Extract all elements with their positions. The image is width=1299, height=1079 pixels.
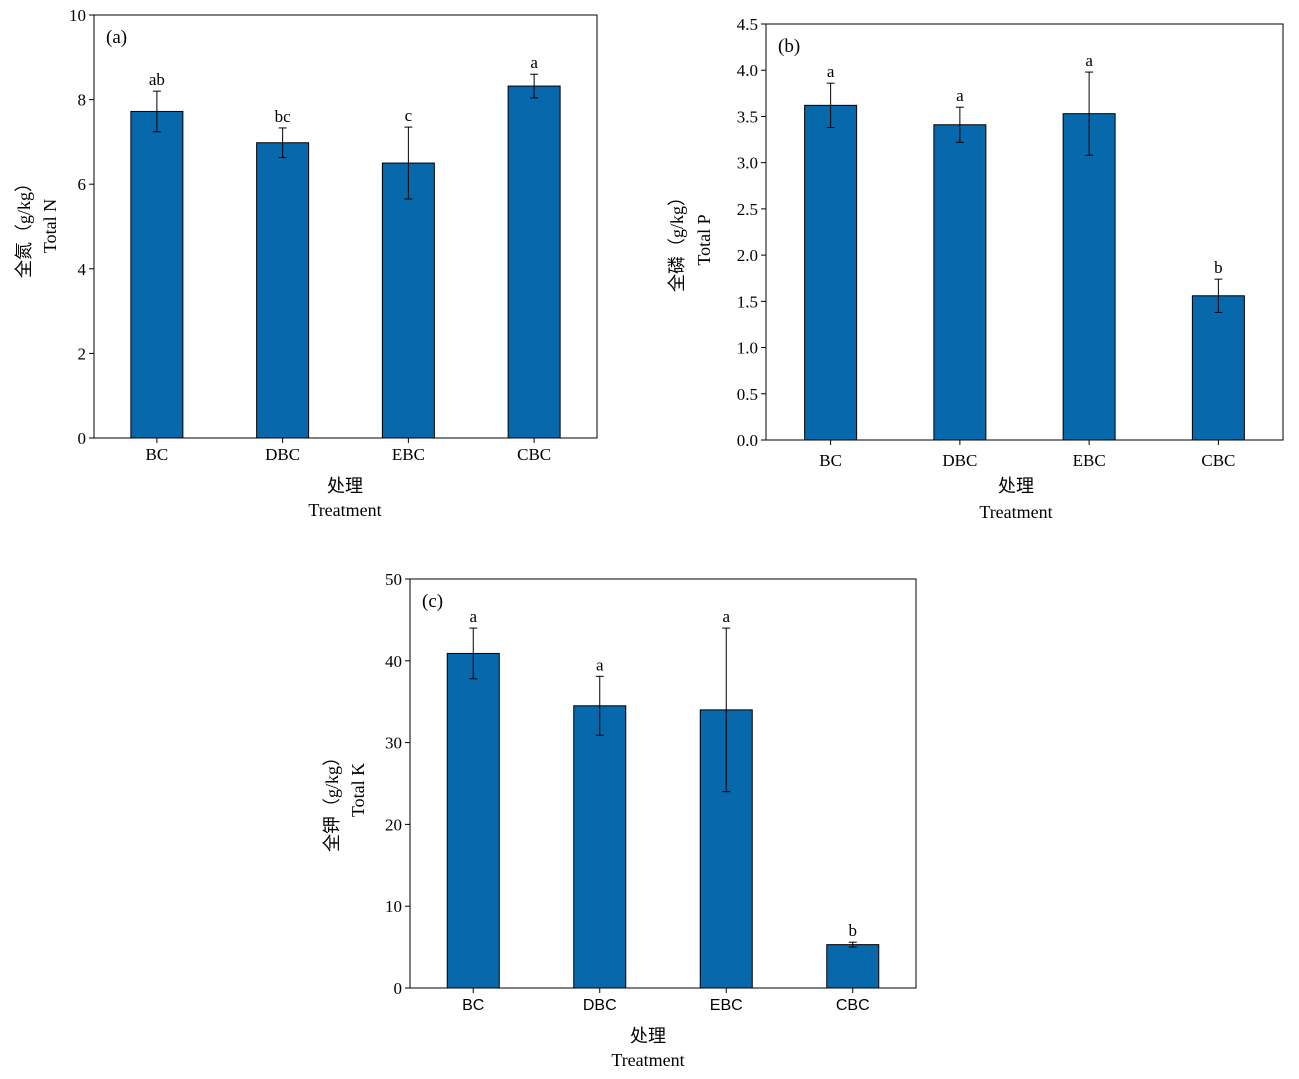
- plot-frame: [765, 23, 1284, 441]
- significance-label: ab: [149, 70, 165, 89]
- significance-label: a: [530, 53, 538, 72]
- significance-label: bc: [275, 107, 292, 126]
- bar-bc: [446, 652, 500, 989]
- y-tick-label: 20: [385, 815, 402, 834]
- panel-label: (b): [778, 36, 800, 57]
- y-tick-label: 2.5: [737, 200, 758, 219]
- significance-label: a: [469, 607, 477, 626]
- y-tick-label: 40: [385, 652, 402, 671]
- x-tick-label: CBC: [836, 997, 870, 1014]
- x-tick-label: CBC: [517, 445, 551, 464]
- x-axis-label-en: Treatment: [611, 1050, 684, 1070]
- x-tick-label: CBC: [1201, 451, 1235, 470]
- y-tick-label: 1.5: [737, 292, 758, 311]
- x-axis-label-cn: 处理: [327, 476, 363, 496]
- y-tick-label: 30: [385, 734, 402, 753]
- bar-bc: [804, 104, 858, 441]
- panel-label: (c): [422, 591, 443, 612]
- y-tick-label: 8: [78, 91, 87, 110]
- x-tick-label: EBC: [1073, 451, 1106, 470]
- chart-panel-c: 0 10 20 30 40 50 a BC a DBC a EBC b CBC (c) 全钾（g/kg） Tot…: [322, 570, 917, 1070]
- x-axis-label-cn: 处理: [998, 476, 1034, 496]
- bar-bc: [130, 110, 184, 439]
- y-tick-label: 0: [394, 979, 403, 998]
- x-tick-label: BC: [819, 451, 842, 470]
- x-tick-label: EBC: [392, 445, 425, 464]
- y-axis-label-cn: 全磷（g/kg）: [667, 188, 687, 292]
- y-tick-label: 1.0: [737, 339, 758, 358]
- y-tick-label: 0.5: [737, 385, 758, 404]
- y-tick-label: 10: [69, 6, 86, 25]
- bar-ebc: [381, 162, 435, 439]
- plot-frame: [409, 578, 917, 989]
- significance-label: c: [405, 106, 413, 125]
- chart-panel-b: 0.0 0.5 1.0 1.5 2.0 2.5 3.0 3.5 4.0 4.5 a BC a DBC a EB…: [667, 15, 1284, 522]
- bar-ebc: [1062, 113, 1116, 441]
- x-tick-label: BC: [146, 445, 169, 464]
- y-axis-label-en: Total P: [694, 214, 714, 265]
- y-tick-label: 2: [78, 344, 87, 363]
- y-axis-label-cn: 全氮（g/kg）: [14, 174, 34, 278]
- significance-label: b: [1214, 258, 1223, 277]
- bar-dbc: [573, 705, 627, 989]
- x-tick-label: DBC: [942, 451, 977, 470]
- significance-label: a: [956, 86, 964, 105]
- y-tick-label: 10: [385, 897, 402, 916]
- y-axis-label-cn: 全钾（g/kg）: [322, 748, 342, 852]
- panel-label: (a): [106, 27, 127, 48]
- x-axis-label-cn: 处理: [630, 1026, 666, 1046]
- y-tick-label: 4: [78, 260, 87, 279]
- y-tick-label: 4.0: [737, 61, 758, 80]
- significance-label: a: [1085, 51, 1093, 70]
- y-tick-label: 6: [78, 175, 87, 194]
- significance-label: a: [596, 655, 604, 674]
- chart-panel-a: 0 2 4 6 8 10 ab BC bc DBC c EBC a CBC (a) 全氮（g/kg） Total…: [14, 6, 598, 520]
- y-tick-label: 0: [78, 429, 87, 448]
- x-tick-label: DBC: [583, 997, 617, 1014]
- y-tick-label: 0.0: [737, 431, 758, 450]
- bar-cbc: [826, 944, 880, 989]
- significance-label: a: [827, 62, 835, 81]
- x-tick-label: DBC: [265, 445, 300, 464]
- x-axis-label-en: Treatment: [979, 502, 1052, 522]
- x-axis-label-en: Treatment: [308, 500, 381, 520]
- y-tick-label: 3.0: [737, 154, 758, 173]
- y-tick-label: 2.0: [737, 246, 758, 265]
- x-tick-label: EBC: [710, 997, 743, 1014]
- significance-label: b: [849, 921, 858, 940]
- y-tick-label: 50: [385, 570, 402, 589]
- y-tick-label: 4.5: [737, 15, 758, 34]
- plot-frame: [93, 14, 598, 439]
- significance-label: a: [722, 607, 730, 626]
- y-axis-label-en: Total K: [348, 763, 368, 817]
- y-tick-label: 3.5: [737, 107, 758, 126]
- x-tick-label: BC: [462, 997, 484, 1014]
- bar-dbc: [933, 124, 987, 441]
- y-axis-label-en: Total N: [40, 199, 60, 253]
- bar-cbc: [507, 85, 561, 439]
- bar-dbc: [256, 142, 310, 439]
- bar-cbc: [1191, 295, 1245, 441]
